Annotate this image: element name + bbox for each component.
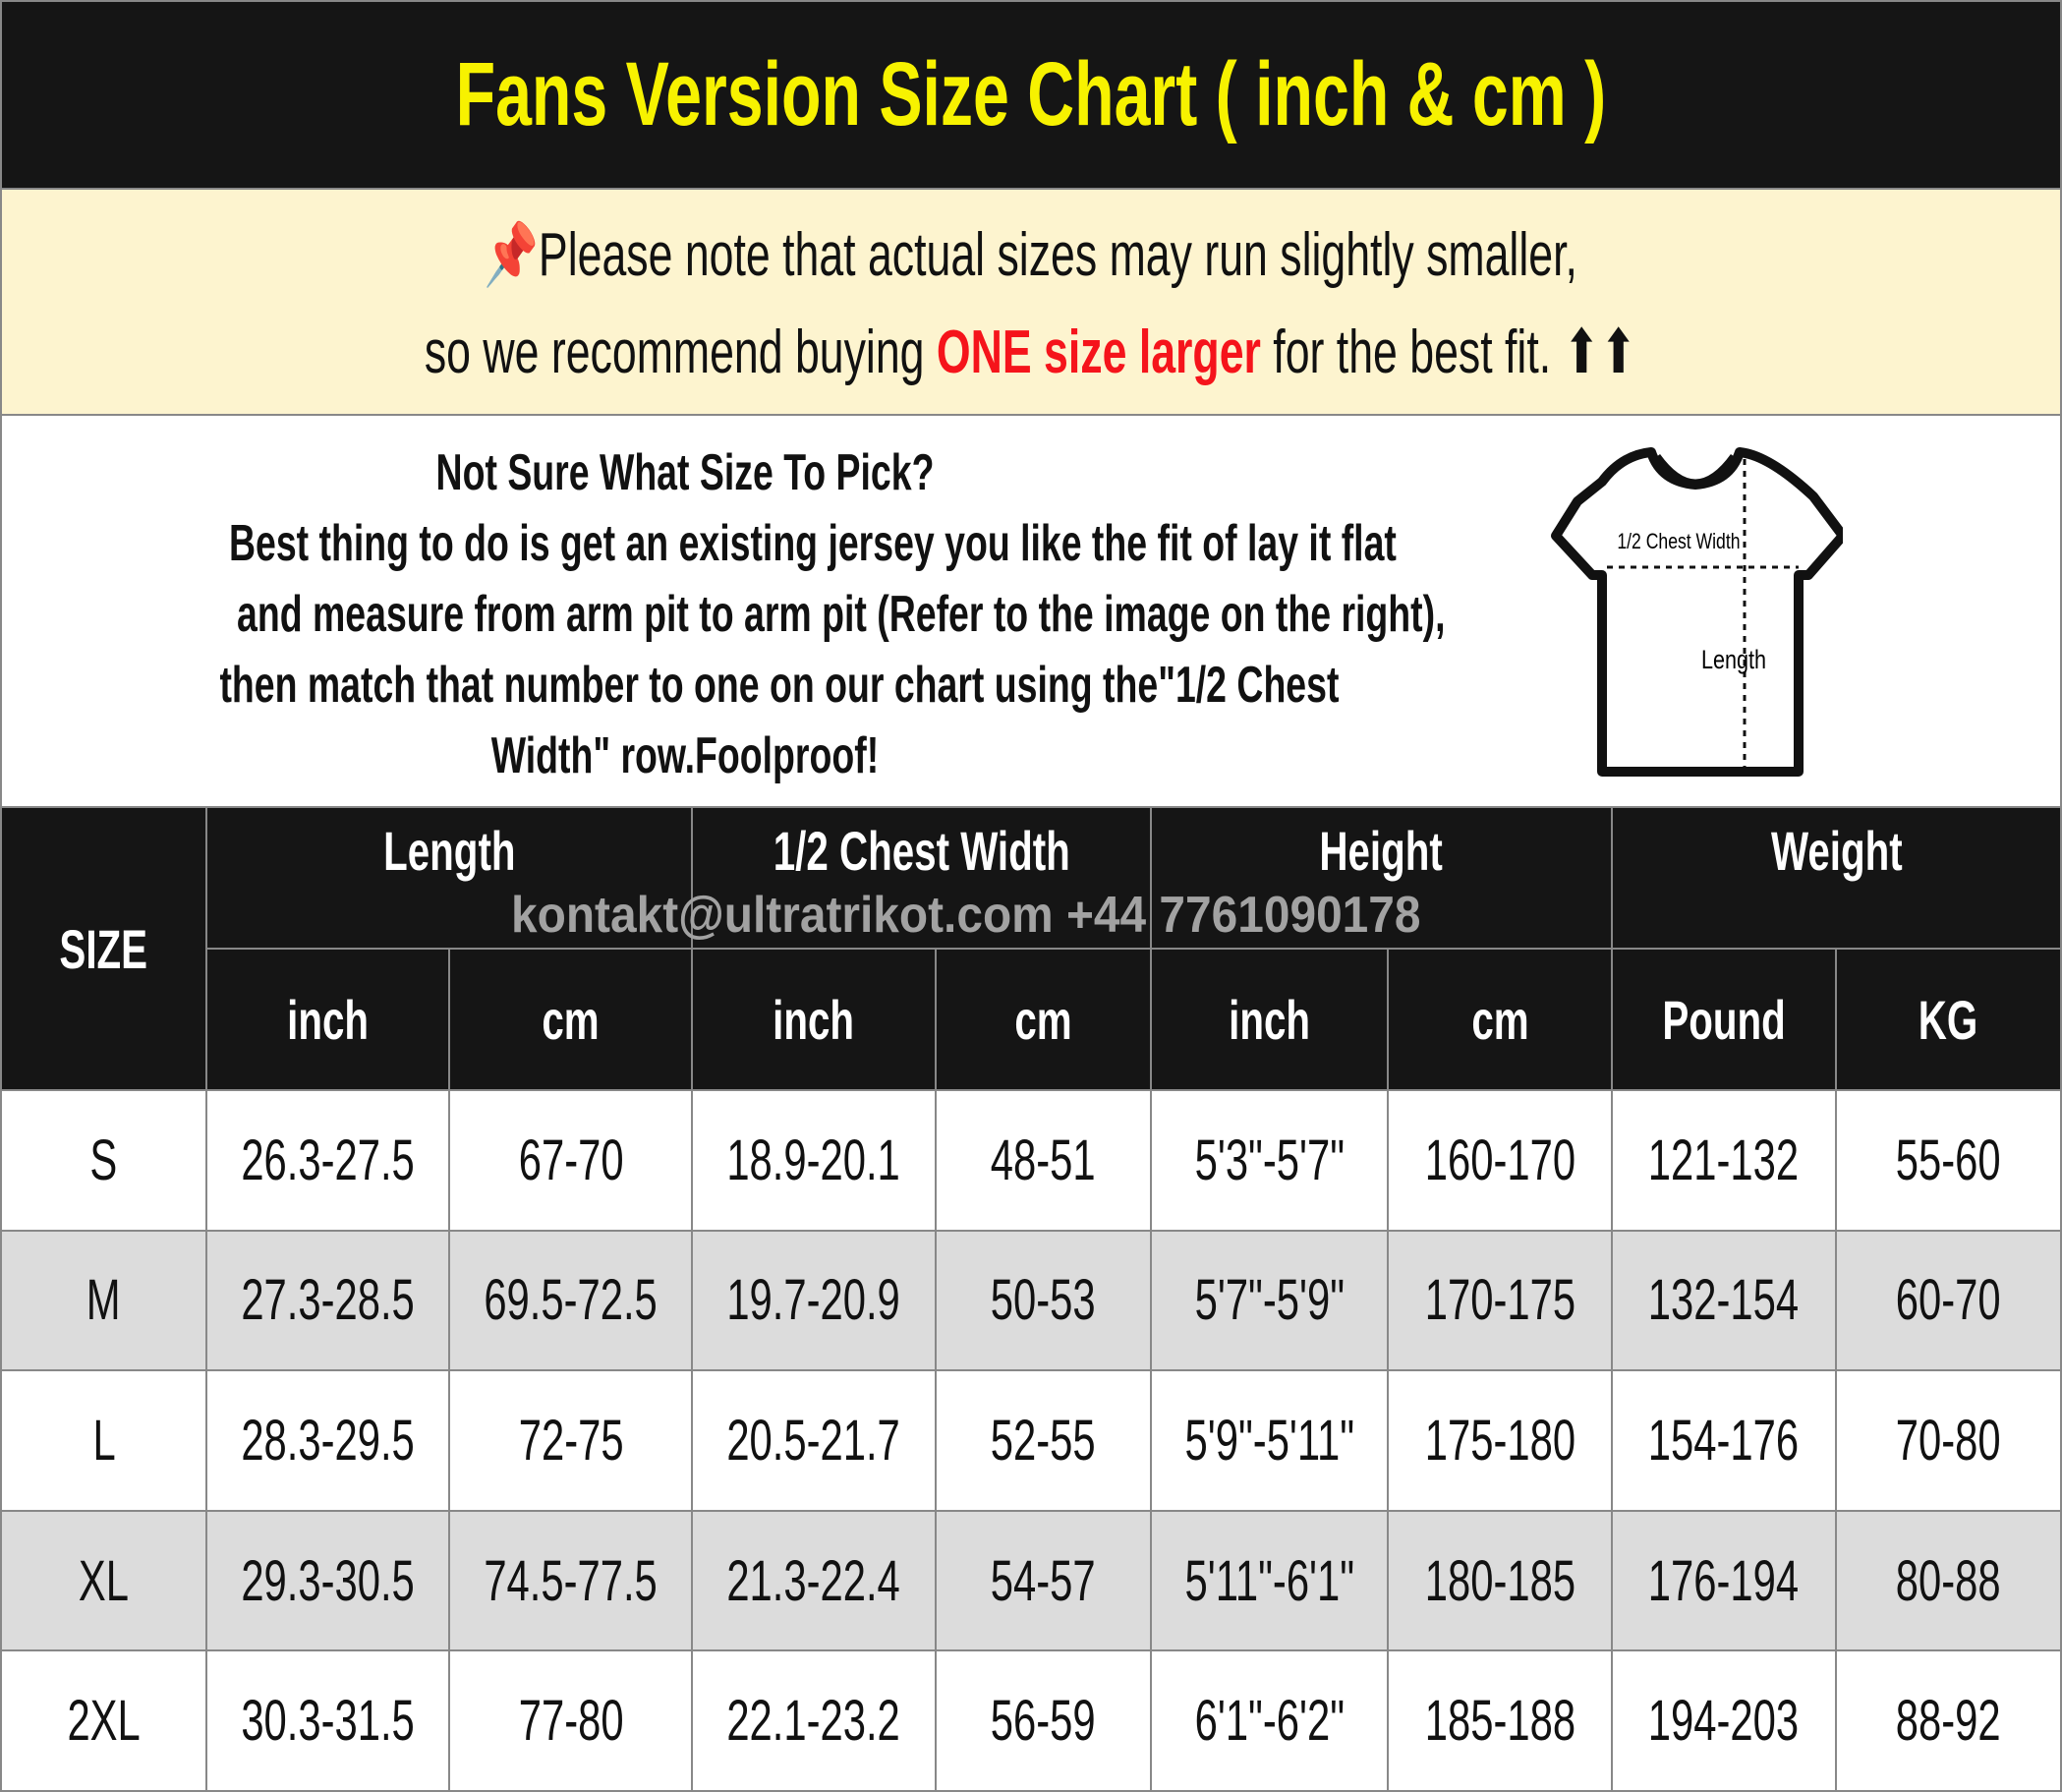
- value-cell: 54-57: [934, 1509, 1152, 1652]
- value-cell: 69.5-72.5: [448, 1229, 694, 1372]
- unit-header: inch: [205, 948, 451, 1091]
- value-cell: 18.9-20.1: [691, 1089, 937, 1232]
- value-cell: 154-176: [1611, 1369, 1837, 1512]
- value-cell: 72-75: [448, 1369, 694, 1512]
- value-cell: 19.7-20.9: [691, 1229, 937, 1372]
- value-cell: 5'7"-5'9": [1149, 1229, 1390, 1372]
- group-header: Height: [1149, 806, 1614, 950]
- value-cell: 26.3-27.5: [205, 1089, 451, 1232]
- value-cell: 22.1-23.2: [691, 1649, 937, 1792]
- value-cell: 5'11"-6'1": [1149, 1509, 1390, 1652]
- page-title: Fans Version Size Chart ( inch & cm ): [0, 0, 2062, 190]
- value-cell: 67-70: [448, 1089, 694, 1232]
- value-cell: 55-60: [1834, 1089, 2062, 1232]
- group-header: Length: [205, 806, 694, 950]
- value-cell: 6'1"-6'2": [1149, 1649, 1390, 1792]
- value-cell: 170-175: [1387, 1229, 1614, 1372]
- value-cell: 185-188: [1387, 1649, 1614, 1792]
- value-cell: 30.3-31.5: [205, 1649, 451, 1792]
- value-cell: 77-80: [448, 1649, 694, 1792]
- value-cell: 5'3"-5'7": [1149, 1089, 1390, 1232]
- size-table: SIZE Length 1/2 Chest Width Height Weigh…: [0, 806, 2062, 1792]
- value-cell: 176-194: [1611, 1509, 1837, 1652]
- value-cell: 27.3-28.5: [205, 1229, 451, 1372]
- table-row: 2XL 30.3-31.5 77-80 22.1-23.2 56-59 6'1"-6'2"…: [0, 1649, 2062, 1792]
- size-cell: L: [0, 1369, 208, 1512]
- unit-header: inch: [1149, 948, 1390, 1091]
- size-cell: M: [0, 1229, 208, 1372]
- unit-header: cm: [934, 948, 1152, 1091]
- value-cell: 74.5-77.5: [448, 1509, 694, 1652]
- value-cell: 194-203: [1611, 1649, 1837, 1792]
- unit-header: Pound: [1611, 948, 1837, 1091]
- value-cell: 50-53: [934, 1229, 1152, 1372]
- table-row: L 28.3-29.5 72-75 20.5-21.7 52-55 5'9"-5'11" 1…: [0, 1369, 2062, 1512]
- size-cell: 2XL: [0, 1649, 208, 1792]
- value-cell: 21.3-22.4: [691, 1509, 937, 1652]
- value-cell: 180-185: [1387, 1509, 1614, 1652]
- table-row: M 27.3-28.5 69.5-72.5 19.7-20.9 50-53 5'7"-5'…: [0, 1229, 2062, 1372]
- tshirt-outline: [1551, 447, 1843, 777]
- value-cell: 70-80: [1834, 1369, 2062, 1512]
- notice-highlight: ONE size larger: [937, 318, 1262, 386]
- value-cell: 175-180: [1387, 1369, 1614, 1512]
- value-cell: 29.3-30.5: [205, 1509, 451, 1652]
- table-row: XL 29.3-30.5 74.5-77.5 21.3-22.4 54-57 5'11"-…: [0, 1509, 2062, 1652]
- value-cell: 121-132: [1611, 1089, 1837, 1232]
- value-cell: 52-55: [934, 1369, 1152, 1512]
- value-cell: 56-59: [934, 1649, 1152, 1792]
- unit-header: cm: [448, 948, 694, 1091]
- value-cell: 5'9"-5'11": [1149, 1369, 1390, 1512]
- value-cell: 60-70: [1834, 1229, 2062, 1372]
- value-cell: 28.3-29.5: [205, 1369, 451, 1512]
- group-header: 1/2 Chest Width: [691, 806, 1152, 950]
- length-label: Length: [1701, 646, 1766, 675]
- size-cell: XL: [0, 1509, 208, 1652]
- value-cell: 20.5-21.7: [691, 1369, 937, 1512]
- value-cell: 160-170: [1387, 1089, 1614, 1232]
- size-cell: S: [0, 1089, 208, 1232]
- value-cell: 132-154: [1611, 1229, 1837, 1372]
- value-cell: 48-51: [934, 1089, 1152, 1232]
- table-row: S 26.3-27.5 67-70 18.9-20.1 48-51 5'3"-5'7" 16…: [0, 1089, 2062, 1232]
- value-cell: 88-92: [1834, 1649, 2062, 1792]
- value-cell: 80-88: [1834, 1509, 2062, 1652]
- group-header: Weight: [1611, 806, 2062, 950]
- unit-header: KG: [1834, 948, 2062, 1091]
- size-header: SIZE: [0, 806, 208, 1091]
- unit-header: cm: [1387, 948, 1614, 1091]
- guide-heading: Not Sure What Size To Pick?: [435, 444, 935, 501]
- pushpin-icon: 📌: [484, 221, 540, 289]
- tshirt-measurement-diagram: 1/2 Chest Width Length: [1551, 447, 1843, 777]
- chest-width-label: 1/2 Chest Width: [1617, 530, 1740, 553]
- unit-header: inch: [691, 948, 937, 1091]
- size-notice: 📌Please note that actual sizes may run s…: [0, 190, 2062, 414]
